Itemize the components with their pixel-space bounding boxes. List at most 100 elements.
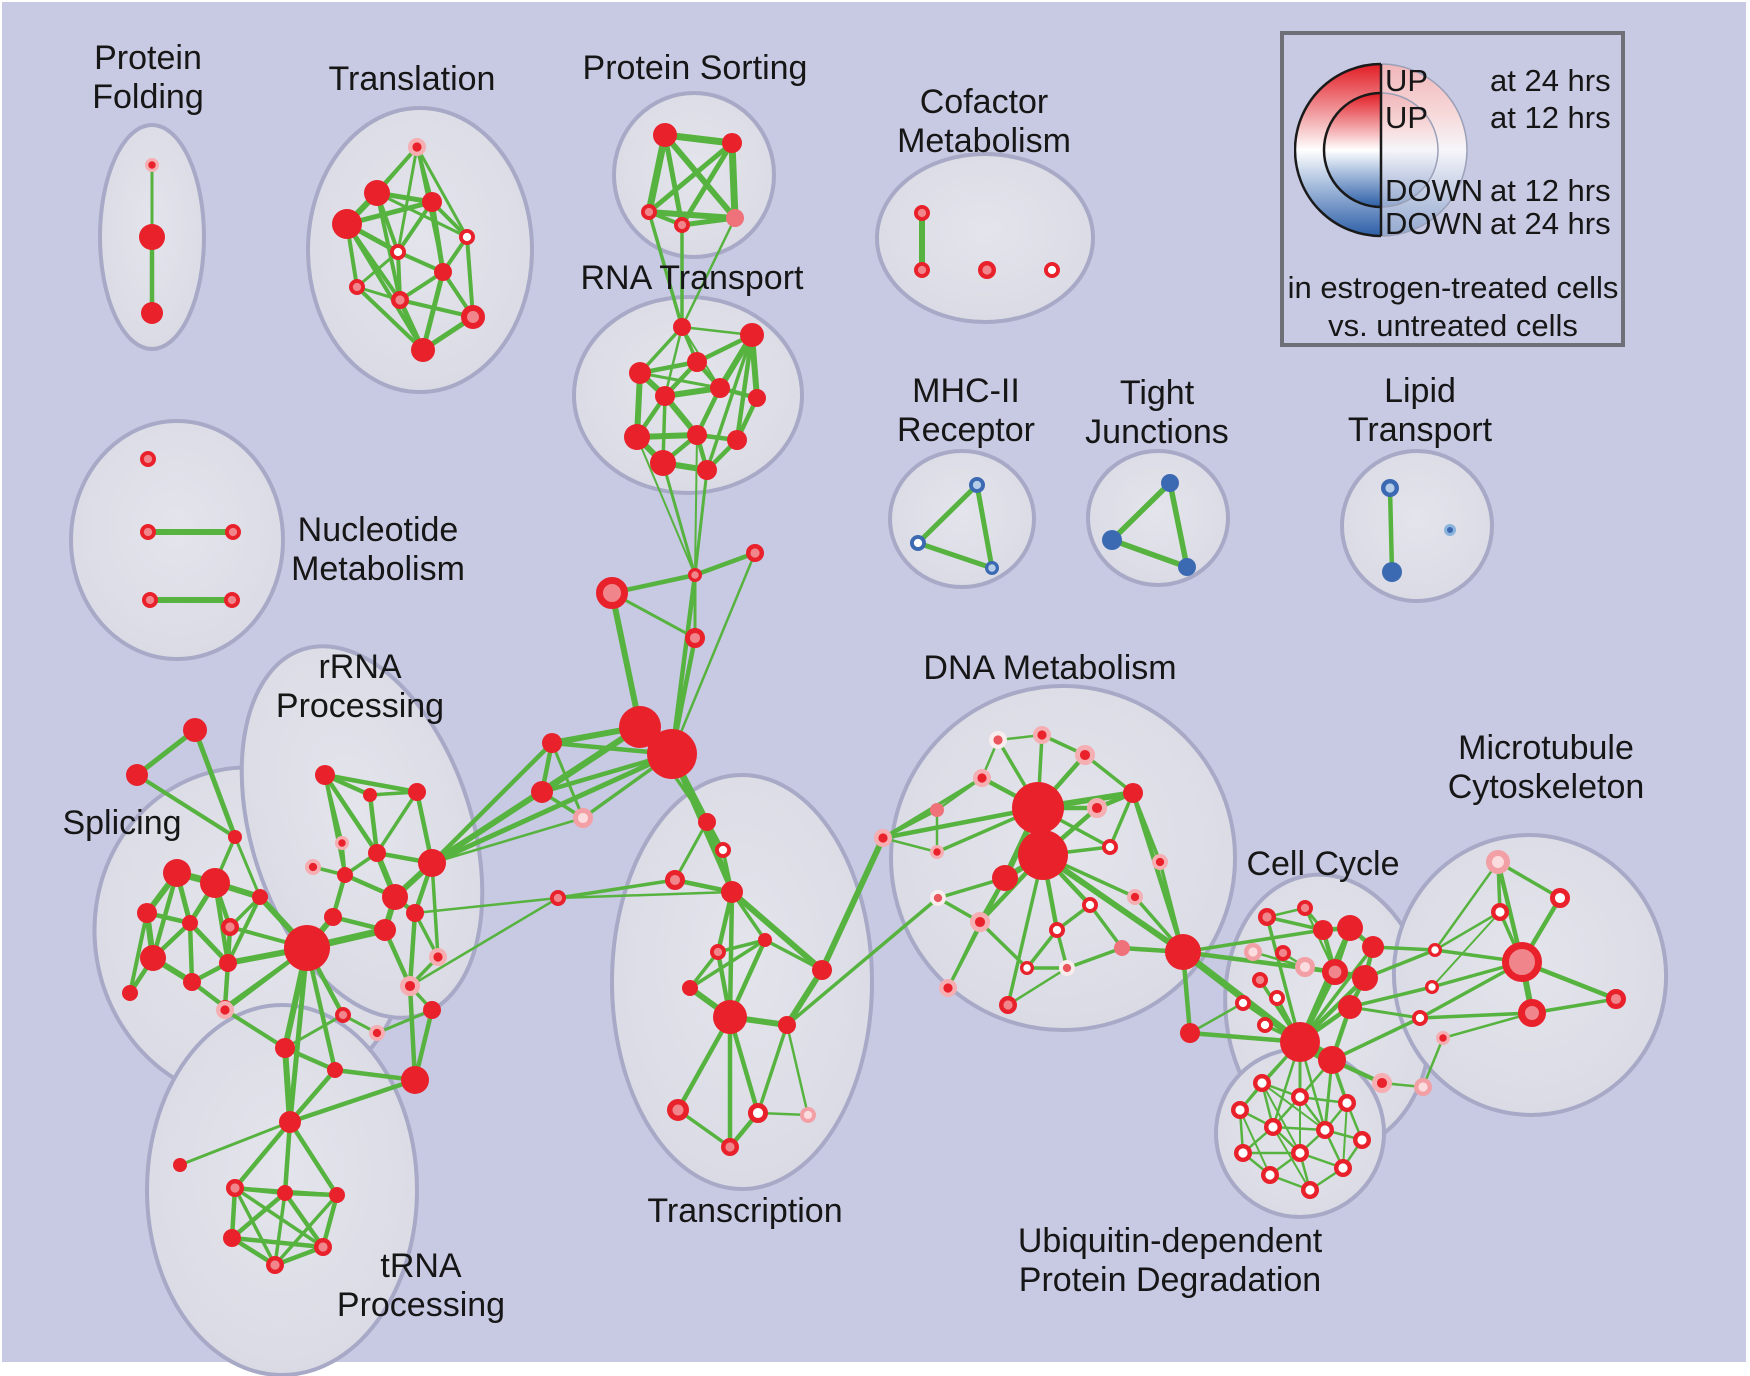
gene-node-l2-B [1382,562,1402,582]
gene-node-sp11-R [122,985,138,1001]
gene-node-rr9-R [324,908,342,926]
cluster-label-lipid-transport-line2: Transport [1348,411,1493,449]
gene-node-k3-R [329,1187,345,1203]
gene-node-rr2-R [363,788,377,802]
gene-node-tx7-R [682,980,698,996]
gene-node-j1-B [1161,474,1179,492]
gene-node-rr15-pR [400,975,421,996]
gene-node-d13-R [992,865,1018,891]
gene-node-r8-R [624,424,650,450]
gene-node-u2-R [275,1038,295,1058]
edge-d12-d22 [1040,852,1186,955]
gene-node-g4-Rp [549,889,566,906]
gene-node-k2-R [277,1185,293,1201]
legend-footer-line1: in estrogen-treated cells [1288,270,1619,305]
edge-g4-tx3 [556,878,677,900]
edge-k3-k6 [273,1193,339,1267]
cluster-label-microtubule-cytoskeleton-line1: Microtubule [1458,729,1634,767]
gene-node-q10-R [1352,965,1378,991]
edge-tx4-tx8 [727,889,735,1020]
gene-node-rr12-R [406,904,424,922]
gene-node-u4-Rp [334,1006,351,1023]
gene-node-hub2-R [647,729,697,779]
gene-node-s1-R [653,123,677,147]
gene-node-w1-pP [1486,850,1511,875]
edge-k2-k5 [282,1190,326,1250]
gene-node-sp6-R [252,889,268,905]
cluster-bubble-transcription [610,773,874,1191]
gene-node-mtc3-Rw [1412,1009,1429,1026]
cluster-label-protein-folding-line2: Folding [92,78,204,116]
gene-node-v11-Rw [1260,1165,1279,1184]
gene-node-tx2-Rw [714,841,731,858]
edge-u2-u4 [283,1013,345,1050]
edge-mtc4-w5 [1441,1011,1534,1040]
gene-node-mtc4-pR [1436,1031,1451,1046]
edge-cn1-hub2 [670,551,757,756]
gene-node-d17-Rw [1082,896,1099,913]
edge-mtc2-w3 [1431,911,1501,988]
edge-tx9-tx10 [784,967,825,1028]
gene-node-tx3-Rp [664,869,685,890]
gene-node-tx13-pP [799,1107,816,1124]
edge-t3-t6 [396,200,434,254]
gene-node-m1-Bl [968,476,985,493]
cluster-label-cell-cycle-line1: Cell Cycle [1246,845,1399,883]
gene-node-tx12-Rw [747,1102,768,1123]
gene-node-m2-Bw [909,534,926,551]
gene-node-c1-Rp [913,205,930,222]
edge-s2-s3 [646,140,735,215]
edge-r2-r12 [705,333,754,472]
edge-k0-k2 [282,1119,293,1196]
gene-node-q4-R [1337,915,1363,941]
edge-tx9-d14 [785,896,940,1027]
gene-node-q9-Rp [1322,958,1349,985]
edge-m2-m3 [915,540,995,571]
gene-node-d2-pR [1032,726,1051,745]
edge-d3-d7 [1083,753,1135,795]
gene-node-tx5-R [758,933,772,947]
gene-node-n4-Rp [142,591,159,608]
edge-bc-k0 [287,945,310,1125]
cluster-label-rrna-processing-line2: Processing [276,687,444,725]
cluster-label-lipid-transport-line1: Lipid [1384,372,1456,410]
edge-tx9-tx12 [756,1023,789,1115]
cluster-label-rna-transport-line1: RNA Transport [581,259,805,297]
edge-x3-sp6 [233,835,262,899]
cluster-label-mhc-ii-receptor-line1: MHC-II [912,372,1020,410]
gene-node-sp9-R [219,954,237,972]
gene-node-w3-Rw [1490,903,1509,922]
gene-node-n3-Rp [225,523,242,540]
gene-node-sp4-R [182,915,198,931]
edge-s3-r1 [647,210,684,329]
cluster-label-protein-sorting-line1: Protein Sorting [583,49,808,87]
edge-k2-k3 [282,1190,340,1198]
edge-t6-t8 [355,250,400,289]
edge-tx8-tx11 [675,1014,733,1113]
gene-node-d16-pR [1127,888,1144,905]
gene-node-r4-R [629,362,651,384]
gene-node-rr8-R [382,884,408,910]
edge-mtc1-w1 [1433,860,1500,952]
gene-node-t8-Rp [348,278,365,295]
gene-node-r5-R [710,378,730,398]
edge-k0-k1 [232,1119,293,1191]
gene-node-d21-P [1114,940,1130,956]
edge-d17-d21 [1088,903,1124,950]
edge-rr1-rr6 [322,772,380,856]
edge-q15-mtc2 [1348,985,1434,1009]
gene-node-sp8-R [183,973,201,991]
gene-node-pf1-pR [144,157,159,172]
cluster-label-ubiquitin-degradation-line2: Protein Degradation [1019,1261,1321,1299]
gene-node-q12-Rw [1269,989,1286,1006]
gene-node-m3-Bl [985,561,1000,576]
gene-node-c4-Rw [1044,261,1061,278]
edge-rr15-u8 [407,983,418,1083]
gene-node-v5-Rw [1263,1117,1282,1136]
gene-node-g3-pP [572,807,593,828]
edge-l1-l2 [1387,485,1395,575]
edge-r4-r5 [638,371,722,390]
edge-k2-k6 [273,1191,287,1267]
gene-node-cn2-Rp [596,577,628,609]
gene-node-t1-pR [408,137,427,156]
